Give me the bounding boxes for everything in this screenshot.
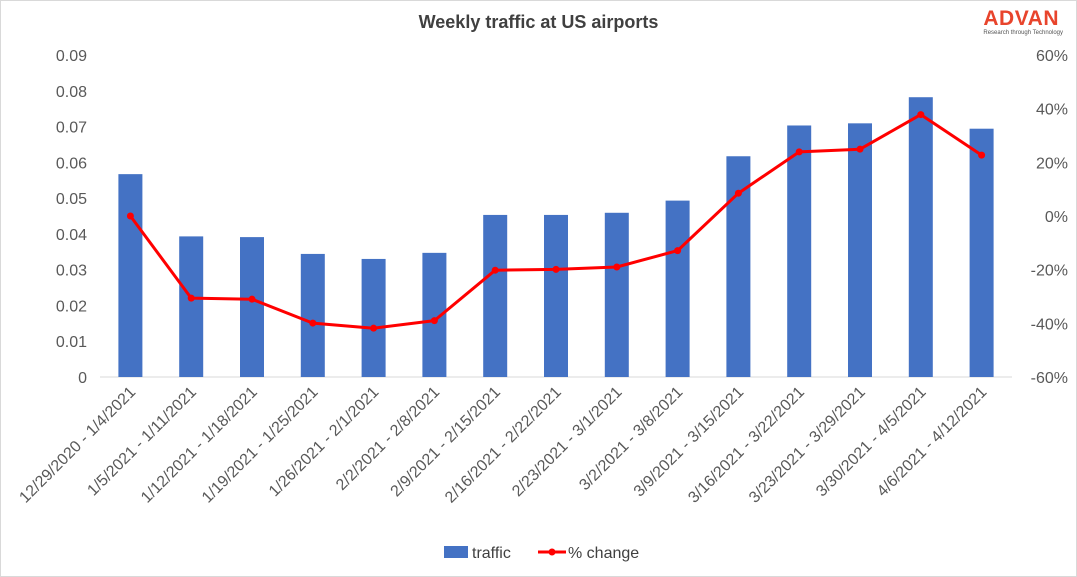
pct-change-point [917, 111, 925, 119]
right-axis-tick-label: -40% [1031, 316, 1068, 333]
left-axis-tick-label: 0.07 [56, 120, 87, 137]
x-axis-category-label: 1/26/2021 - 2/1/2021 [266, 384, 383, 501]
right-axis-tick-label: -60% [1031, 370, 1068, 387]
x-axis-category-label: 3/23/2021 - 3/29/2021 [746, 384, 869, 507]
pct-change-point [613, 263, 621, 271]
right-axis-tick-label: 60% [1036, 48, 1068, 65]
right-y-axis: -60% -40% -20% 0% 20% 40% 60% [1031, 48, 1068, 387]
traffic-bar [908, 97, 933, 378]
right-axis-tick-label: -20% [1031, 263, 1068, 280]
traffic-bar [544, 214, 568, 377]
x-axis-category-label: 2/16/2021 - 2/22/2021 [442, 384, 565, 507]
pct-change-point [734, 189, 742, 197]
logo-tagline: Research through Technology [983, 30, 1063, 36]
legend: traffic % change [444, 545, 639, 562]
legend-swatch-traffic [444, 546, 468, 558]
traffic-bar [665, 200, 690, 377]
pct-change-point [126, 212, 134, 220]
left-y-axis: 0 0.01 0.02 0.03 0.04 0.05 0.06 0.07 0.08 0.09 [56, 48, 87, 387]
legend-label-pct-change: % change [568, 545, 639, 562]
pct-change-point [491, 266, 499, 274]
right-axis-tick-label: 20% [1036, 155, 1068, 172]
left-axis-tick-label: 0.06 [56, 155, 87, 172]
left-axis-tick-label: 0.01 [56, 334, 87, 351]
pct-change-point [795, 148, 803, 156]
line-series [126, 111, 986, 332]
traffic-bar [240, 237, 264, 377]
pct-change-point [187, 294, 195, 302]
traffic-bar [848, 123, 872, 377]
x-axis-category-label: 3/16/2021 - 3/22/2021 [685, 384, 808, 507]
pct-change-point [248, 295, 256, 303]
left-axis-tick-label: 0.08 [56, 84, 87, 101]
left-axis-tick-label: 0.09 [56, 48, 87, 65]
x-axis-category-label: 3/9/2021 - 3/15/2021 [631, 384, 748, 501]
traffic-bar [179, 236, 204, 377]
advan-logo: ADVAN Research through Technology [983, 8, 1063, 37]
traffic-bar [726, 156, 751, 377]
x-axis-category-label: 1/12/2021 - 1/18/2021 [138, 384, 261, 507]
right-axis-tick-label: 0% [1045, 209, 1068, 226]
pct-change-point [309, 319, 317, 327]
left-axis-tick-label: 0.04 [56, 227, 87, 244]
pct-change-point [674, 247, 682, 255]
x-axis-category-label: 2/23/2021 - 3/1/2021 [509, 384, 626, 501]
x-axis-category-label: 2/9/2021 - 2/15/2021 [388, 384, 505, 501]
traffic-bar [604, 212, 629, 377]
x-axis-category-label: 1/5/2021 - 1/11/2021 [84, 384, 200, 500]
x-axis-category-label: 3/30/2021 - 4/5/2021 [813, 384, 930, 501]
x-axis-category-label: 1/19/2021 - 1/25/2021 [199, 384, 322, 507]
legend-swatch-pct-marker [548, 548, 556, 556]
left-axis-tick-label: 0.02 [56, 298, 87, 315]
traffic-bar [118, 174, 143, 377]
pct-change-point [370, 324, 378, 332]
left-axis-tick-label: 0 [78, 370, 87, 387]
traffic-bar [361, 258, 386, 377]
traffic-bar [300, 253, 325, 377]
pct-change-point [430, 317, 438, 325]
pct-change-point [856, 145, 864, 153]
logo-wordmark: ADVAN [983, 7, 1060, 30]
traffic-bar [483, 214, 508, 377]
left-axis-tick-label: 0.03 [56, 263, 87, 280]
traffic-bar [787, 125, 812, 377]
x-axis-category-label: 2/2/2021 - 2/8/2021 [333, 384, 443, 494]
pct-change-point [552, 265, 560, 273]
right-axis-tick-label: 40% [1036, 102, 1068, 119]
x-axis-category-label: 3/2/2021 - 3/8/2021 [576, 384, 686, 494]
bar-series [118, 97, 994, 378]
x-axis-category-label: 4/6/2021 - 4/12/2021 [874, 384, 991, 501]
traffic-bar [969, 128, 994, 377]
x-axis-category-label: 12/29/2020 - 1/4/2021 [16, 384, 139, 507]
legend-label-traffic: traffic [472, 545, 511, 562]
chart-title: Weekly traffic at US airports [418, 12, 659, 32]
pct-change-point [978, 151, 986, 159]
left-axis-tick-label: 0.05 [56, 191, 87, 208]
